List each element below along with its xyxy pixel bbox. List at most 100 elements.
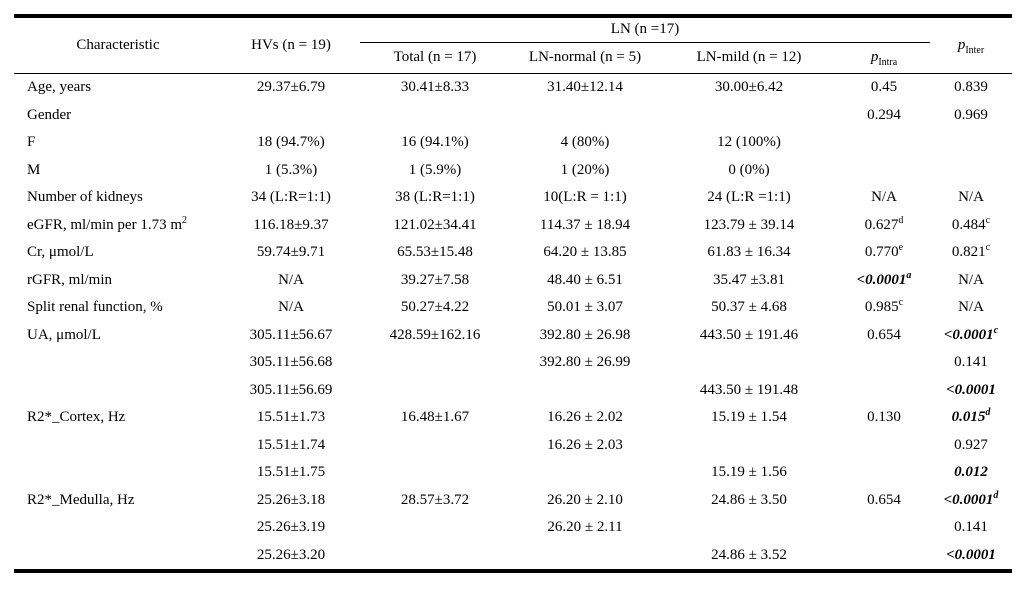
cell-egfr-total: 121.02±34.41 (360, 212, 510, 240)
header-p-inter: pInter (930, 16, 1013, 74)
header-hvs: HVs (n = 19) (222, 16, 360, 74)
cell-gender-ln-mild (660, 102, 838, 130)
cell-ua-3-ln-normal (510, 377, 660, 405)
header-row-1: Characteristic HVs (n = 19) LN (n =17) p… (14, 16, 1013, 74)
header-total: Total (n = 17) (360, 42, 510, 74)
cell-value: 305.11±56.68 (249, 354, 333, 371)
cell-superscript: c (985, 214, 991, 226)
cell-r2-cortex-3-p-inter: 0.012 (930, 459, 1012, 487)
header-ln-group: LN (n =17) (360, 16, 931, 43)
cell-value: R2*_Cortex, Hz (27, 409, 126, 426)
cell-rgfr-ln-normal: 48.40 ± 6.51 (510, 267, 660, 295)
cell-value: 15.51±1.73 (256, 409, 326, 426)
cell-female-ln-normal: 4 (80%) (510, 129, 660, 157)
cell-value: 0.130 (867, 409, 901, 426)
cell-male-p-intra (838, 157, 930, 185)
cell-value: 114.37 ± 18.94 (539, 216, 631, 233)
cell-value: 24.86 ± 3.52 (711, 546, 787, 563)
cell-value: 0.141 (954, 519, 988, 536)
cell-male-total: 1 (5.9%) (360, 157, 510, 185)
cell-value: N/A (871, 189, 897, 206)
cell-superscript: c (985, 242, 991, 254)
cell-split-renal-p-inter: N/A (930, 294, 1012, 322)
cell-male-characteristic: M (14, 157, 222, 185)
cell-r2-medulla-3-characteristic (14, 542, 222, 572)
cell-superscript: e (898, 242, 904, 254)
cell-female-ln-mild: 12 (100%) (660, 129, 838, 157)
cell-value: 0.45 (870, 79, 898, 96)
cell-value: 18 (94.7%) (257, 134, 325, 151)
cell-value: 4 (80%) (560, 134, 610, 151)
cell-cr-total: 65.53±15.48 (360, 239, 510, 267)
cell-value: Cr, μmol/L (27, 244, 94, 261)
cell-value: 38 (L:R=1:1) (395, 189, 475, 206)
cell-superscript: d (985, 407, 991, 419)
table-row-r2-medulla-1: R2*_Medulla, Hz 25.26±3.18 28.57±3.72 26.20… (14, 487, 1012, 515)
cell-value: <0.0001a (856, 269, 912, 288)
cell-ua-1-p-intra: 0.654 (838, 322, 930, 350)
cell-r2-cortex-2-p-intra (838, 432, 930, 460)
cell-gender-p-inter: 0.969 (930, 102, 1012, 130)
cell-split-renal-ln-mild: 50.37 ± 4.68 (660, 294, 838, 322)
cell-value: 35.47 ±3.81 (713, 271, 785, 288)
cell-cr-p-intra: 0.770e (838, 239, 930, 267)
cell-rgfr-hvs: N/A (222, 267, 360, 295)
cell-split-renal-characteristic: Split renal function, % (14, 294, 222, 322)
table-row-r2-cortex-3: 15.51±1.75 15.19 ± 1.56 0.012 (14, 459, 1012, 487)
cell-rgfr-characteristic: rGFR, ml/min (14, 267, 222, 295)
cell-value: 0.770e (864, 242, 904, 261)
cell-egfr-p-intra: 0.627d (838, 212, 930, 240)
cell-value: M (27, 161, 41, 178)
cell-female-total: 16 (94.1%) (360, 129, 510, 157)
cell-split-renal-p-intra: 0.985c (838, 294, 930, 322)
characteristics-table: Characteristic HVs (n = 19) LN (n =17) p… (14, 14, 1013, 573)
cell-value: 0.012 (954, 464, 988, 481)
cell-value: 443.50 ± 191.48 (699, 381, 799, 398)
cell-value: 31.40±12.14 (547, 79, 623, 96)
cell-r2-cortex-1-hvs: 15.51±1.73 (222, 404, 360, 432)
cell-kidneys-ln-mild: 24 (L:R =1:1) (660, 184, 838, 212)
cell-value: 0.654 (867, 491, 901, 508)
p-inter-subscript: Inter (965, 44, 985, 56)
cell-value: 0.015d (951, 407, 991, 426)
table-row-kidneys: Number of kidneys 34 (L:R=1:1) 38 (L:R=1:1… (14, 184, 1012, 212)
cell-value: 0.484c (951, 214, 991, 233)
cell-value: 428.59±162.16 (389, 326, 481, 343)
cell-age-ln-normal: 31.40±12.14 (510, 74, 660, 102)
cell-value: N/A (958, 189, 984, 206)
cell-value: UA, μmol/L (27, 326, 101, 343)
cell-ua-2-p-intra (838, 349, 930, 377)
cell-r2-cortex-2-ln-mild (660, 432, 838, 460)
cell-r2-medulla-3-ln-normal (510, 542, 660, 572)
characteristics-table-container: Characteristic HVs (n = 19) LN (n =17) p… (14, 14, 1013, 573)
cell-value: 392.80 ± 26.99 (539, 354, 631, 371)
cell-value: R2*_Medulla, Hz (27, 491, 135, 508)
cell-value: 123.79 ± 39.14 (703, 216, 795, 233)
cell-superscript: c (898, 297, 904, 309)
cell-r2-medulla-2-p-inter: 0.141 (930, 514, 1012, 542)
cell-rgfr-p-intra: <0.0001a (838, 267, 930, 295)
cell-value: 48.40 ± 6.51 (547, 271, 623, 288)
cell-r2-cortex-3-characteristic (14, 459, 222, 487)
cell-male-ln-mild: 0 (0%) (660, 157, 838, 185)
cell-r2-medulla-3-ln-mild: 24.86 ± 3.52 (660, 542, 838, 572)
cell-value: 0.294 (867, 106, 901, 123)
header-ln-mild: LN-mild (n = 12) (660, 42, 838, 74)
cell-female-characteristic: F (14, 129, 222, 157)
table-body: Age, years 29.37±6.79 30.41±8.33 31.40±12.1… (14, 74, 1012, 572)
cell-age-hvs: 29.37±6.79 (222, 74, 360, 102)
cell-value: 0.969 (954, 106, 988, 123)
cell-r2-medulla-3-hvs: 25.26±3.20 (222, 542, 360, 572)
cell-value: 12 (100%) (717, 134, 781, 151)
cell-r2-medulla-2-total (360, 514, 510, 542)
cell-ua-2-characteristic (14, 349, 222, 377)
table-header: Characteristic HVs (n = 19) LN (n =17) p… (14, 16, 1013, 74)
cell-value: 10(L:R = 1:1) (543, 189, 627, 206)
cell-value: 30.00±6.42 (714, 79, 784, 96)
cell-value: 26.20 ± 2.10 (547, 491, 623, 508)
cell-value: 16.48±1.67 (400, 409, 470, 426)
cell-ua-1-ln-normal: 392.80 ± 26.98 (510, 322, 660, 350)
cell-female-p-intra (838, 129, 930, 157)
cell-value: 30.41±8.33 (400, 79, 470, 96)
cell-value: 392.80 ± 26.98 (539, 326, 631, 343)
